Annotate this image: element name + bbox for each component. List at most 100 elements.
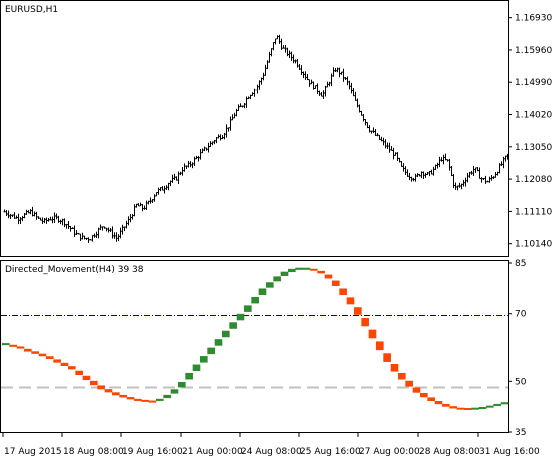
price-bar [171, 174, 174, 183]
time-tick-label: 27 Aug 00:00 [359, 447, 420, 457]
price-bar [454, 182, 457, 190]
price-bar [173, 173, 176, 181]
price-bar [243, 103, 246, 109]
price-bar [344, 77, 347, 81]
price-bar [45, 217, 48, 224]
indicator-tick-label: 50 [515, 377, 527, 387]
price-bar [27, 210, 30, 214]
price-bar [157, 187, 160, 195]
price-bar [29, 209, 32, 215]
price-bar [294, 59, 297, 64]
price-axis: 1.16930 1.15960 1.14990 1.14020 1.13050 1.120… [508, 14, 552, 250]
price-bar [470, 170, 473, 175]
indicator-bar [339, 288, 347, 295]
price-bar [296, 59, 299, 68]
price-bar [314, 85, 317, 89]
price-bar [376, 133, 379, 137]
indicator-bar [383, 353, 391, 362]
price-bar [83, 235, 86, 240]
price-bar [380, 136, 383, 142]
price-bar [217, 134, 220, 139]
price-bar [145, 200, 148, 211]
price-bar [368, 125, 371, 133]
price-bar [185, 165, 188, 170]
price-bar [219, 134, 222, 141]
indicator-bar [456, 407, 465, 410]
price-bar [49, 216, 52, 221]
price-bar [504, 155, 507, 162]
price-bar [121, 224, 124, 235]
indicator-bar [273, 276, 281, 282]
indicator-bar [332, 280, 340, 286]
price-bar [306, 74, 309, 81]
price-bar [249, 94, 252, 100]
indicator-bar [104, 389, 113, 393]
price-bar [167, 182, 170, 191]
price-bar [346, 76, 349, 86]
price-bar [358, 104, 361, 113]
indicator-bar [471, 407, 479, 410]
price-bar [384, 139, 387, 149]
price-bar [446, 159, 449, 162]
price-bar [77, 232, 80, 235]
time-tick-label: 21 Aug 00:00 [182, 447, 243, 457]
indicator-bar [97, 385, 105, 390]
price-bar [506, 153, 509, 160]
price-bar [85, 237, 88, 240]
indicator-bar [148, 400, 157, 403]
price-bar [444, 153, 447, 161]
price-bar [406, 169, 409, 177]
indicator-bar [324, 274, 333, 279]
price-bar [5, 210, 8, 217]
price-bar [59, 219, 62, 225]
price-bar [141, 203, 144, 212]
indicator-bar [251, 296, 259, 304]
price-tick-label: 1.14020 [515, 111, 552, 121]
price-bar [476, 167, 479, 172]
price-bar [133, 204, 136, 217]
indicator-bar [295, 267, 303, 270]
price-bar [63, 218, 66, 228]
price-bar [462, 179, 465, 187]
price-bar [416, 173, 419, 178]
price-bar [278, 34, 281, 44]
indicator-label: Directed_Movement(H4) 39 38 [5, 265, 144, 275]
indicator-bar [119, 394, 127, 398]
price-bar [205, 147, 208, 151]
indicator-bar [288, 268, 296, 273]
price-bar [109, 227, 112, 232]
price-bar [125, 220, 128, 229]
price-tick-label: 1.14990 [515, 78, 552, 88]
price-bar [47, 218, 50, 222]
indicator-bar [9, 344, 17, 347]
price-bar [282, 45, 285, 49]
price-bar [302, 71, 305, 79]
price-chart-frame [0, 0, 509, 257]
price-bar [175, 176, 178, 181]
price-bar [131, 214, 134, 220]
indicator-bar [178, 381, 186, 388]
price-bar [370, 130, 373, 134]
price-bar [422, 171, 425, 179]
price-bar [414, 173, 417, 182]
indicator-bar [229, 322, 237, 329]
price-bar [308, 79, 311, 87]
price-bar [434, 164, 437, 171]
price-bar [139, 202, 142, 207]
indicator-bar [192, 364, 201, 372]
price-bar [436, 162, 439, 169]
price-bar [458, 182, 461, 188]
price-bar [488, 176, 491, 183]
price-bar [352, 87, 355, 97]
price-bar [31, 206, 34, 217]
price-bar [187, 160, 190, 168]
price-bar [207, 142, 210, 153]
price-bar [149, 197, 152, 204]
price-bar [73, 225, 76, 237]
indicator-bar [346, 297, 355, 305]
price-bar [57, 215, 60, 223]
price-bar [135, 203, 138, 208]
price-bar [256, 84, 259, 94]
indicator-bar [38, 353, 47, 357]
